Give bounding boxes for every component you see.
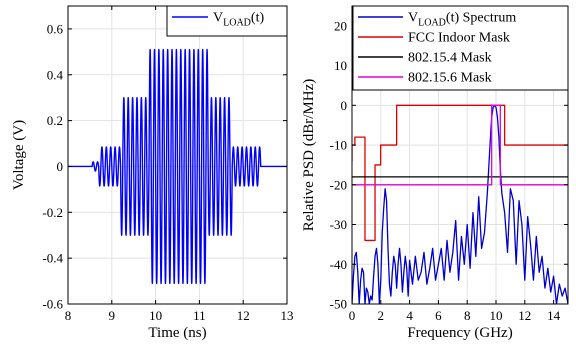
y-tick-label: -10 bbox=[330, 138, 347, 153]
x-tick-label: 8 bbox=[65, 308, 72, 323]
y-tick-label: 0.2 bbox=[47, 113, 63, 128]
ticks: 8 9 10 11 12 13 -0.6 -0.4 -0.2 0 0.2 0.4 0.6 bbox=[42, 6, 294, 323]
legend: VLOAD(t) Spectrum FCC Indoor Mask 802.15.4… bbox=[352, 5, 569, 91]
x-axis-label: Time (ns) bbox=[148, 325, 206, 341]
y-tick-label: -0.2 bbox=[42, 205, 63, 220]
x-tick-label: 4 bbox=[406, 308, 413, 323]
y-tick-label: 0.4 bbox=[47, 67, 64, 82]
series-group bbox=[352, 104, 568, 304]
legend-box bbox=[166, 5, 288, 37]
series-line bbox=[352, 104, 568, 186]
x-tick-label: 12 bbox=[518, 308, 531, 323]
y-tick-label: -40 bbox=[330, 257, 347, 272]
spectrum-plot: 0 2 4 6 8 10 12 14 -50 -40 -30 -20 -10 0 10 20 Frequency… bbox=[301, 5, 569, 341]
legend-box bbox=[352, 5, 569, 91]
series-line bbox=[352, 104, 568, 242]
series-line bbox=[352, 104, 568, 304]
y-axis-label: Relative PSD (dBr/MHz) bbox=[301, 79, 317, 231]
legend-label: VLOAD(t) Spectrum bbox=[408, 11, 516, 29]
x-tick-label: 10 bbox=[149, 308, 162, 323]
x-tick-label: 10 bbox=[490, 308, 503, 323]
x-tick-label: 13 bbox=[281, 308, 294, 323]
time-domain-plot: 8 9 10 11 12 13 -0.6 -0.4 -0.2 0 0.2 0.4 0.6 Time (ns… bbox=[11, 5, 294, 341]
y-axis-label: Voltage (V) bbox=[11, 120, 27, 190]
y-tick-label: -0.4 bbox=[42, 251, 63, 266]
y-tick-label: -30 bbox=[330, 217, 347, 232]
x-tick-label: 14 bbox=[547, 308, 561, 323]
x-tick-label: 0 bbox=[349, 308, 356, 323]
series-group bbox=[68, 48, 287, 285]
x-tick-label: 2 bbox=[378, 308, 385, 323]
ticks: 0 2 4 6 8 10 12 14 -50 -40 -30 -20 -10 0 10 20 bbox=[330, 6, 568, 323]
y-tick-label: 20 bbox=[334, 18, 347, 33]
y-tick-label: 10 bbox=[334, 58, 347, 73]
x-tick-label: 9 bbox=[109, 308, 116, 323]
y-tick-label: -50 bbox=[330, 297, 347, 312]
y-tick-label: 0.6 bbox=[47, 21, 64, 36]
y-tick-label: 0 bbox=[341, 98, 348, 113]
legend-label: 802.15.4 Mask bbox=[408, 51, 492, 66]
y-tick-label: -0.6 bbox=[42, 297, 63, 312]
legend: VLOAD(t) bbox=[166, 5, 288, 37]
y-tick-label: 0 bbox=[57, 159, 64, 174]
x-tick-label: 6 bbox=[435, 308, 442, 323]
y-tick-label: -20 bbox=[330, 177, 347, 192]
legend-label: VLOAD(t) bbox=[213, 11, 264, 29]
series-line bbox=[68, 48, 287, 285]
legend-label: 802.15.6 Mask bbox=[408, 71, 492, 86]
x-axis-label: Frequency (GHz) bbox=[407, 325, 512, 341]
x-tick-label: 11 bbox=[193, 308, 206, 323]
legend-label: FCC Indoor Mask bbox=[408, 31, 510, 46]
x-tick-label: 12 bbox=[237, 308, 250, 323]
x-tick-label: 8 bbox=[464, 308, 471, 323]
